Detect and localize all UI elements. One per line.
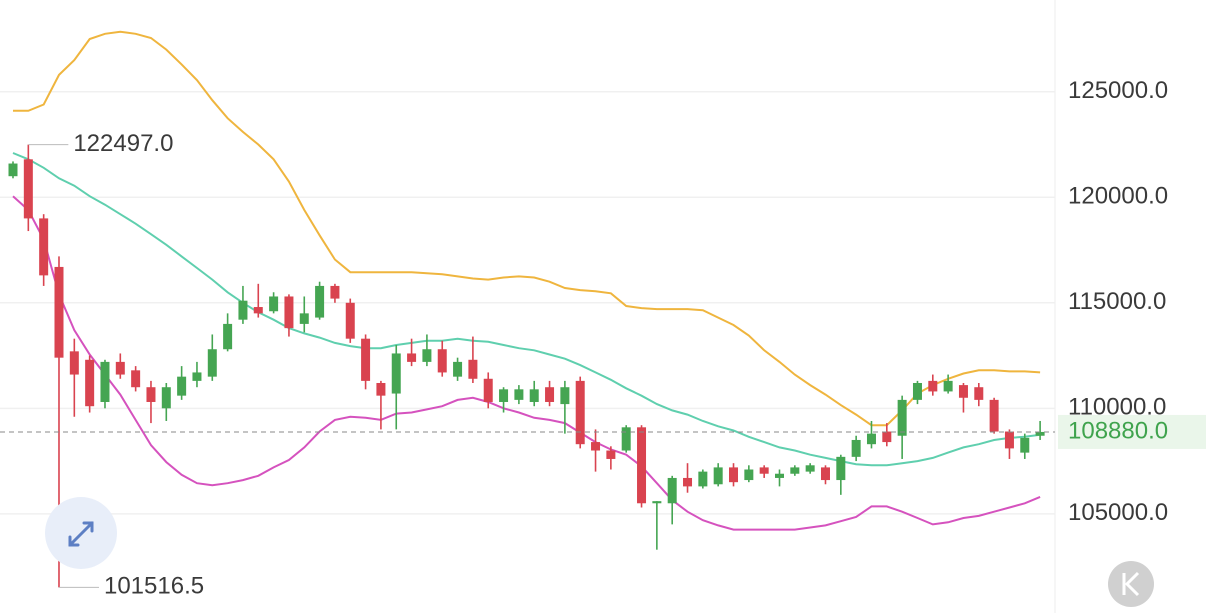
candle-body bbox=[299, 313, 309, 324]
candle-body bbox=[529, 389, 539, 402]
indicator-lines bbox=[12, 30, 1041, 531]
candle-body bbox=[1035, 431, 1045, 436]
candle-body bbox=[775, 473, 784, 478]
candle-body bbox=[667, 477, 677, 504]
candle-body bbox=[69, 351, 79, 375]
candle-body bbox=[54, 266, 64, 358]
candle-body bbox=[131, 370, 141, 388]
annotation-label: 101516.5 bbox=[104, 573, 204, 600]
candle-body bbox=[468, 359, 478, 379]
last-price-box bbox=[1058, 414, 1206, 449]
candle-body bbox=[161, 387, 171, 409]
candle-body bbox=[866, 433, 876, 445]
candle-body bbox=[790, 467, 800, 474]
candle-body bbox=[836, 456, 846, 481]
expand-button[interactable] bbox=[45, 497, 117, 569]
candle-body bbox=[284, 296, 294, 329]
candle-body bbox=[637, 427, 647, 504]
candle-body bbox=[729, 467, 739, 483]
candle-body bbox=[422, 349, 432, 362]
candle-body bbox=[115, 361, 125, 375]
candle-body bbox=[606, 450, 616, 459]
candle-body bbox=[713, 467, 723, 485]
candle-body bbox=[1020, 437, 1030, 453]
candle-body bbox=[805, 465, 815, 472]
candle-body bbox=[560, 387, 570, 405]
candle-body bbox=[545, 387, 555, 402]
candle-body bbox=[897, 399, 907, 436]
k-button-bg[interactable] bbox=[1108, 561, 1154, 607]
candle-body bbox=[499, 389, 509, 402]
candle-body bbox=[39, 218, 49, 276]
candle-body bbox=[912, 382, 922, 400]
candle-body bbox=[698, 471, 708, 487]
candle-body bbox=[943, 380, 953, 392]
band-line bbox=[13, 30, 1041, 427]
candle-body bbox=[23, 159, 33, 219]
candle-body bbox=[238, 300, 248, 320]
candle-body bbox=[8, 163, 18, 177]
candle-body bbox=[253, 307, 263, 314]
expand-icon bbox=[68, 521, 94, 547]
band-line bbox=[12, 152, 1041, 467]
candle-body bbox=[621, 427, 631, 451]
candle-body bbox=[315, 285, 325, 318]
candle-body bbox=[974, 387, 984, 400]
candle-body bbox=[192, 372, 202, 381]
y-tick-label: 125000.0 bbox=[1068, 77, 1168, 104]
candle-body bbox=[820, 467, 830, 481]
k-button[interactable] bbox=[1108, 561, 1154, 607]
annotation-label: 122497.0 bbox=[73, 130, 173, 157]
candle-body bbox=[391, 353, 401, 394]
candle-body bbox=[989, 399, 999, 432]
candle-body bbox=[759, 467, 769, 474]
candle-body bbox=[407, 353, 417, 362]
candles bbox=[8, 144, 1045, 588]
candle-body bbox=[882, 431, 892, 443]
candle-body bbox=[683, 477, 693, 487]
y-tick-label: 120000.0 bbox=[1068, 183, 1168, 210]
candle-body bbox=[269, 296, 279, 312]
candle-body bbox=[851, 439, 861, 457]
candle-body bbox=[958, 385, 968, 398]
overlay: 122497.0 101516.5 108880.0 bbox=[0, 130, 1206, 600]
candle-body bbox=[1004, 431, 1014, 449]
candle-body bbox=[744, 469, 754, 481]
candle-body bbox=[376, 382, 386, 396]
candle-body bbox=[100, 361, 110, 402]
candle-body bbox=[330, 285, 340, 299]
candle-body bbox=[146, 387, 156, 402]
candle-body bbox=[453, 361, 463, 377]
candle-body bbox=[177, 376, 187, 396]
candle-body bbox=[652, 501, 662, 504]
band-line bbox=[12, 195, 1041, 531]
candle-body bbox=[437, 349, 447, 373]
candle-body bbox=[575, 380, 585, 445]
y-tick-label: 115000.0 bbox=[1068, 288, 1166, 315]
candle-body bbox=[207, 349, 217, 377]
last-price-label: 108880.0 bbox=[1068, 417, 1168, 444]
candle-body bbox=[928, 380, 938, 392]
candle-body bbox=[345, 302, 355, 339]
k-icon bbox=[1122, 571, 1140, 597]
candle-body bbox=[591, 442, 601, 451]
y-tick-label: 105000.0 bbox=[1068, 499, 1168, 526]
candle-body bbox=[483, 378, 493, 402]
candle-body bbox=[223, 323, 233, 350]
candle-body bbox=[514, 389, 524, 400]
candle-body bbox=[361, 338, 371, 381]
candle-body bbox=[85, 359, 95, 407]
